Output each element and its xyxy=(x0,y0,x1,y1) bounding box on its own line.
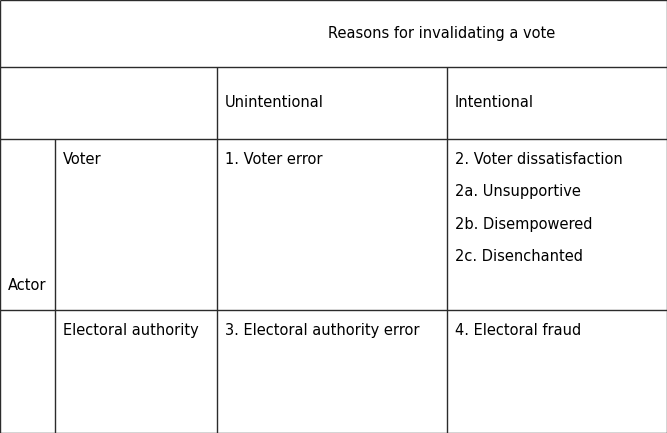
Text: 2b. Disempowered: 2b. Disempowered xyxy=(455,216,592,232)
Text: Voter: Voter xyxy=(63,152,101,167)
Text: 3. Electoral authority error: 3. Electoral authority error xyxy=(225,323,420,338)
Text: Electoral authority: Electoral authority xyxy=(63,323,199,338)
Text: 2c. Disenchanted: 2c. Disenchanted xyxy=(455,249,583,264)
Text: Actor: Actor xyxy=(8,278,47,293)
Text: 1. Voter error: 1. Voter error xyxy=(225,152,322,167)
Text: 2. Voter dissatisfaction: 2. Voter dissatisfaction xyxy=(455,152,622,167)
Text: Unintentional: Unintentional xyxy=(225,95,323,110)
Text: 2a. Unsupportive: 2a. Unsupportive xyxy=(455,184,581,199)
Text: Intentional: Intentional xyxy=(455,95,534,110)
Text: Reasons for invalidating a vote: Reasons for invalidating a vote xyxy=(328,26,556,41)
Text: 4. Electoral fraud: 4. Electoral fraud xyxy=(455,323,581,338)
